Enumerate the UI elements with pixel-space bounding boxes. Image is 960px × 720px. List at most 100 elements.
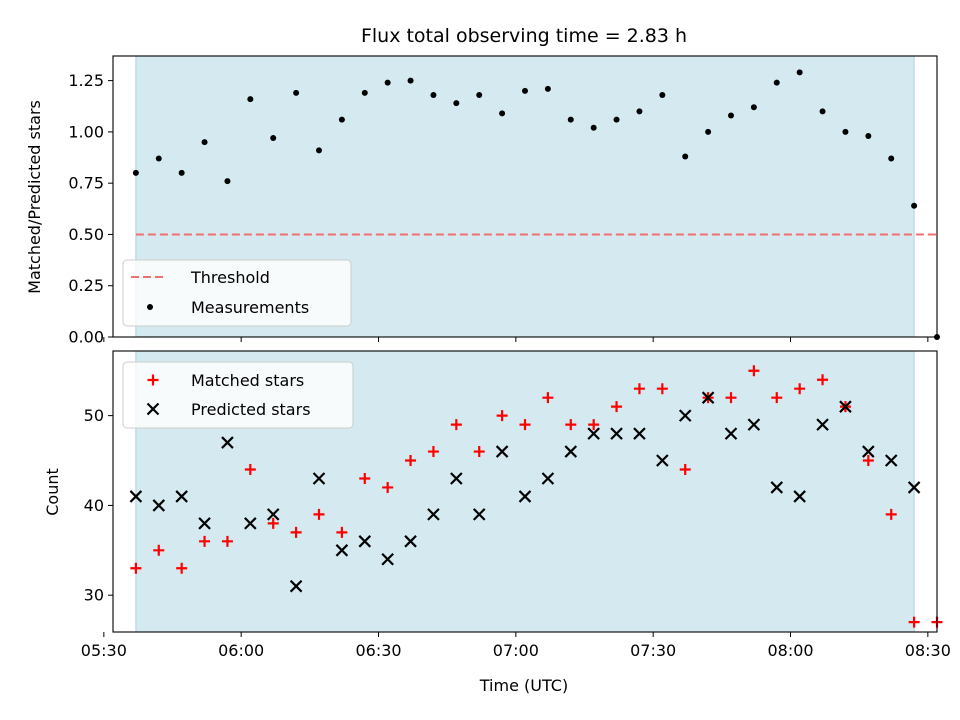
predicted-stars-point [701,391,715,404]
matched-stars-point [199,535,211,547]
predicted-stars-point [678,409,692,422]
measurement-point [911,202,918,209]
measurement-point [247,96,254,103]
legend-measurements-swatch [147,304,153,310]
measurement-point [499,110,506,117]
y-tick-label: 1.25 [68,71,104,90]
matched-stars-point [267,517,279,529]
measurement-point [270,135,277,142]
predicted-stars-point [770,481,784,494]
predicted-stars-point [152,499,166,512]
matched-stars-point [771,392,783,404]
y-tick-label: 30 [84,586,104,605]
matched-stars-point [725,392,737,404]
legend-predicted-swatch [146,402,160,416]
predicted-stars-point [450,472,463,485]
matched-stars-point [588,419,600,431]
x-tick-label: 08:00 [767,641,813,660]
legend-box [122,259,352,327]
matched-stars-point [313,508,325,520]
predicted-stars-point [564,445,578,458]
predicted-stars-point [472,508,486,521]
y-tick-label: 50 [84,406,104,425]
y-tick-label: 1.00 [68,122,104,141]
matched-stars-point [862,455,874,467]
measurement-point [361,89,368,96]
predicted-stars-point [587,427,600,440]
measurement-point [705,128,712,135]
matched-stars-point [427,446,439,458]
axes-frame [112,55,938,338]
predicted-stars-point [862,445,875,458]
measurement-point [338,116,345,123]
measurement-point [613,116,620,123]
x-tick-label: 06:30 [355,641,401,660]
measurement-point [178,169,185,176]
predicted-stars-point [656,454,669,467]
x-tick-label: 08:30 [905,641,951,660]
x-tick-label: 06:00 [218,641,264,660]
bottom-y-axis-label: Count [43,468,62,516]
matched-stars-point [611,401,623,413]
predicted-stars-point [816,418,829,431]
measurement-point [636,108,643,115]
y-tick-label: 0.50 [68,225,104,244]
predicted-stars-point [518,490,532,503]
predicted-stars-point [129,490,143,503]
matched-stars-point [656,383,668,395]
matched-stars-point [679,464,691,476]
legend-matched-swatch [147,374,159,386]
predicted-stars-point [175,490,188,503]
measurement-point [430,91,437,98]
predicted-stars-point [244,517,257,530]
measurement-point [865,132,872,139]
matched-stars-point [473,446,485,458]
axes-frame [112,350,938,633]
matched-stars-point [176,562,188,574]
predicted-stars-point [198,517,211,530]
predicted-stars-point [724,427,738,440]
measurement-point [544,85,551,92]
predicted-stars-point [404,535,417,548]
y-tick-label: 40 [84,496,104,515]
y-tick-label: 0.00 [68,328,104,347]
legend-threshold-label: Threshold [190,268,270,287]
measurement-point [750,104,757,111]
measurement-point [819,108,826,115]
matched-stars-point [633,383,645,395]
matched-stars-point [450,419,462,431]
legend-measurements-label: Measurements [191,298,309,317]
matched-stars-point [290,526,302,538]
y-tick-label: 0.75 [68,174,104,193]
measurement-point [888,155,895,162]
measurement-point [476,91,483,98]
measurement-point [224,178,231,185]
matched-stars-point [908,616,920,628]
x-tick-label: 05:30 [81,641,127,660]
top-panel: 0.00 0.25 0.50 0.75 1.00 1.25 Threshold Measure… [25,25,940,347]
measurement-point [773,79,780,86]
legend: Matched stars Predicted stars [122,361,354,429]
bottom-plot-area: 30 40 50 05:30 06:00 06:30 07:00 07:30 08:00 08:3… [81,350,951,660]
measurement-point [155,155,162,162]
matched-stars-point [794,383,806,395]
y-tick-label: 0.25 [68,276,104,295]
matched-stars-point [542,392,554,404]
matched-stars-point [382,481,394,493]
predicted-stars-point [884,454,898,467]
measurement-point [590,124,597,131]
top-chart-title: Flux total observing time = 2.83 h [361,25,687,47]
x-tick-label: 07:30 [630,641,676,660]
top-y-axis-label: Matched/Predicted stars [25,100,44,294]
measurement-point [384,79,391,86]
matched-stars-point [565,419,577,431]
matched-stars-point [496,410,508,422]
predicted-stars-point [793,490,806,503]
measurement-point [796,69,803,76]
matched-stars-point [519,419,531,431]
matched-stars-point [748,365,760,377]
x-axis-label: Time (UTC) [479,676,568,695]
predicted-stars-point [839,400,852,413]
predicted-stars-point [266,508,280,521]
